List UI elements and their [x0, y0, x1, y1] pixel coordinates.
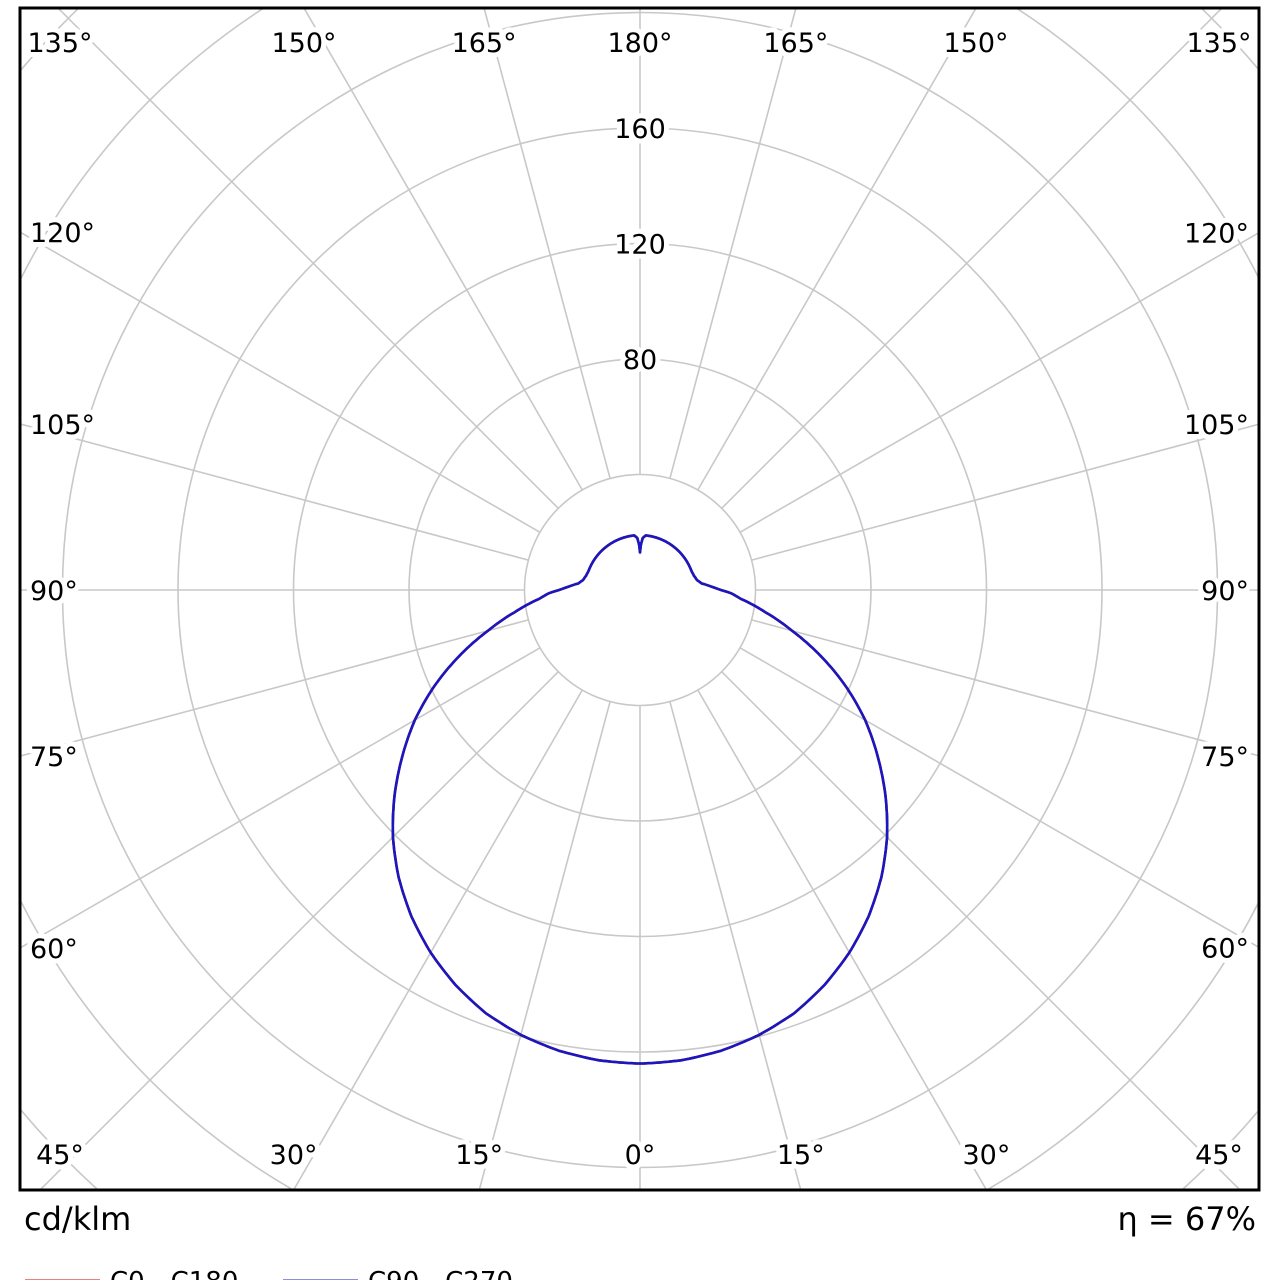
grid-spoke-120 — [739, 232, 1258, 533]
grid-spoke-60 — [739, 647, 1258, 948]
angle-label-180: 180° — [607, 28, 672, 59]
angle-label-120: 120° — [1184, 219, 1249, 250]
grid-spoke-330 — [293, 689, 583, 1189]
radial-tick-label-160: 160 — [614, 114, 666, 145]
grid-spoke-165 — [669, 9, 797, 479]
angle-label-30-left: 30° — [270, 1140, 318, 1171]
grid-spoke-240 — [21, 231, 541, 533]
grid-spoke-135 — [721, 9, 1222, 509]
angle-label-120-left: 120° — [30, 218, 95, 249]
grid-spoke-225 — [58, 9, 559, 509]
grid-spoke-315 — [40, 671, 559, 1189]
radial-tick-label-80: 80 — [623, 345, 657, 376]
angle-label-45-left: 45° — [36, 1140, 84, 1171]
angle-label-150-left: 150° — [271, 28, 336, 59]
angle-label-150: 150° — [943, 28, 1008, 59]
angle-label-90-left: 90° — [30, 576, 78, 607]
intensity-curves — [391, 534, 889, 1065]
grid-spoke-105 — [751, 423, 1258, 561]
angle-label-60-left: 60° — [30, 934, 78, 965]
grid-spoke-15 — [669, 701, 802, 1189]
angle-label-75-left: 75° — [30, 742, 78, 773]
grid-spoke-195 — [483, 9, 611, 479]
efficiency-value: η = 67% — [1117, 1200, 1256, 1238]
grid-spoke-345 — [478, 701, 611, 1189]
angle-label-75: 75° — [1201, 742, 1249, 773]
angle-label-105: 105° — [1184, 410, 1249, 441]
grid-spoke-75 — [751, 619, 1258, 757]
grid-spoke-45 — [721, 671, 1240, 1189]
angle-label-165-left: 165° — [452, 28, 517, 59]
units-label: cd/klm — [24, 1200, 131, 1238]
axis-labels: 80 120 160 0° 15° 15° 30° 30° 45° 45° 60° 60° 75° 75°… — [22, 23, 1256, 1176]
angle-label-60: 60° — [1201, 933, 1249, 964]
grid-spoke-285 — [21, 619, 529, 757]
angle-label-0: 0° — [625, 1140, 656, 1171]
legend-label-c90-c270: C90 - C270 — [368, 1267, 513, 1280]
angle-label-15: 15° — [777, 1140, 825, 1171]
grid-spoke-300 — [21, 647, 541, 949]
radial-tick-label-120: 120 — [614, 230, 666, 261]
curve-C90-C270 — [391, 534, 889, 1065]
angle-label-45: 45° — [1195, 1140, 1243, 1171]
grid-spoke-150 — [697, 9, 977, 491]
grid-spoke-255 — [21, 423, 529, 561]
legend: C0 - C180 C90 - C270 — [25, 1267, 513, 1284]
grid-spoke-30 — [697, 689, 987, 1189]
angle-label-135: 135° — [1186, 28, 1251, 59]
angle-label-30: 30° — [962, 1140, 1010, 1171]
grid-spoke-210 — [303, 9, 583, 491]
angle-label-165: 165° — [763, 28, 828, 59]
angle-label-135-left: 135° — [27, 28, 92, 59]
angle-label-90: 90° — [1201, 576, 1249, 607]
angle-label-105-left: 105° — [30, 410, 95, 441]
angle-label-15-left: 15° — [455, 1140, 503, 1171]
legend-label-c0-c180: C0 - C180 — [110, 1267, 238, 1280]
